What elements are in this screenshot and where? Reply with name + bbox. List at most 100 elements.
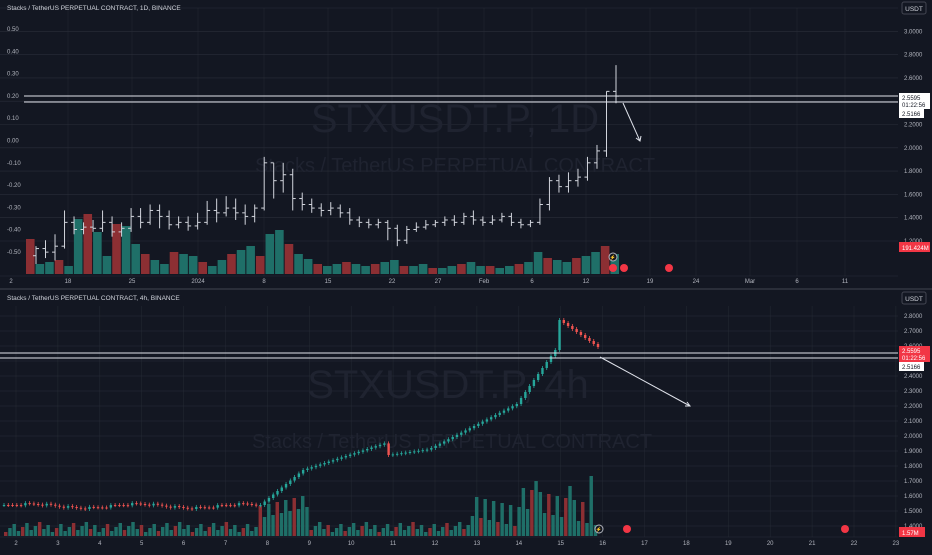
right-axis-tick: 2.0000: [904, 434, 923, 440]
bottom-price-label: 2.5595: [902, 349, 921, 355]
volume-bar: [479, 518, 483, 536]
volume-bar: [29, 530, 33, 536]
earnings-icon[interactable]: [620, 264, 628, 272]
earnings-icon[interactable]: [841, 525, 849, 533]
candle-body: [182, 506, 185, 508]
time-axis-label: 12: [432, 541, 439, 547]
volume-bar: [233, 525, 237, 536]
candle-body: [24, 503, 27, 506]
candle-body: [301, 470, 305, 474]
volume-bar: [309, 530, 313, 536]
time-axis-label: 8: [262, 279, 266, 285]
bottom-price-badge: [899, 346, 930, 362]
bottom-currency-label: USDT: [905, 296, 923, 303]
volume-bar: [118, 523, 122, 536]
time-axis-label: 14: [515, 541, 522, 547]
earnings-icon[interactable]: [609, 264, 617, 272]
top-price-label: 2.5595: [902, 96, 921, 102]
bottom-event-icons[interactable]: ⚡: [594, 524, 849, 534]
volume-bar: [45, 262, 54, 274]
candle-body: [92, 506, 95, 508]
bottom-projection-arrow[interactable]: [599, 356, 691, 407]
volume-bar: [476, 266, 485, 274]
volume-bar: [275, 230, 284, 274]
top-currency-button[interactable]: [901, 1, 927, 15]
time-axis-label: Mar: [745, 279, 755, 285]
top-watermark: STXUSDT.P, 1D: [311, 97, 599, 141]
time-axis-label: 4: [98, 541, 102, 547]
volume-bar: [419, 525, 424, 536]
volume-bar: [220, 526, 224, 536]
left-axis-tick: -0.40: [7, 228, 21, 234]
volume-bar: [407, 526, 411, 536]
volume-bar: [102, 256, 112, 274]
volume-bar: [402, 530, 407, 536]
right-axis-tick: 1.6000: [904, 192, 923, 198]
volume-bar: [255, 256, 265, 274]
volume-bar: [415, 529, 419, 536]
top-volume-badge: [899, 242, 930, 252]
earnings-icon[interactable]: [623, 525, 631, 533]
bottom-chart-pane[interactable]: STXUSDT.P, 4h Stacks / TetherUS PERPETUA…: [0, 291, 930, 547]
time-axis-label: 10: [348, 541, 355, 547]
volume-bar: [279, 513, 284, 536]
time-axis-label: 6: [182, 541, 186, 547]
top-projection-arrow[interactable]: [622, 102, 641, 142]
top-event-icons[interactable]: ⚡: [608, 252, 673, 272]
volume-bar: [33, 526, 38, 536]
candle-body: [186, 507, 189, 509]
volume-bar: [88, 529, 93, 536]
candle-body: [541, 368, 544, 374]
top-volume-label: 191.424M: [902, 246, 929, 252]
top-left-axis: 0.50 0.40 0.30 0.20 0.10 0.00 -0.10 -0.20 -0.30 -…: [7, 27, 21, 256]
volume-bar: [227, 254, 236, 274]
bottom-countdown: 01:22:56: [902, 356, 926, 362]
right-axis-tick: 1.9000: [904, 449, 923, 455]
candle-body: [45, 503, 48, 506]
bottom-currency-button[interactable]: [901, 291, 927, 305]
top-volume-bars: [26, 214, 619, 274]
volume-bar: [63, 531, 67, 536]
bolt-icon[interactable]: [608, 252, 618, 262]
volume-bar: [466, 262, 476, 274]
candle-body: [579, 332, 583, 335]
right-axis-tick: 2.4000: [904, 374, 923, 380]
candle-body: [71, 506, 74, 508]
right-axis-tick: 3.0000: [904, 29, 923, 35]
bottom-time-axis[interactable]: 2 3 4 5 6 7 8 9 10 11 12 13 14 15 16 17 18 19 20 21 22 23: [0, 536, 900, 547]
volume-bar: [114, 527, 118, 536]
candle-body: [366, 449, 369, 451]
earnings-icon[interactable]: [665, 264, 673, 272]
top-chart-pane[interactable]: STXUSDT.P, 1D Stacks / TetherUS PERPETUA…: [0, 1, 930, 285]
volume-bar: [564, 498, 568, 536]
candle-body: [267, 498, 271, 502]
candle-body: [233, 505, 236, 507]
candle-body: [507, 408, 510, 411]
volume-bar: [83, 214, 93, 274]
volume-bar: [530, 490, 534, 536]
candle-body: [395, 453, 399, 455]
time-axis-label: 3: [56, 541, 60, 547]
candle-body: [566, 323, 570, 326]
volume-bar: [436, 531, 441, 536]
volume-bar: [428, 268, 437, 274]
candle-body: [36, 504, 40, 506]
candle-body: [447, 439, 450, 442]
bolt-icon[interactable]: [594, 524, 604, 534]
candle-body: [139, 503, 142, 505]
volume-bar: [236, 250, 246, 274]
volume-bar: [288, 511, 292, 536]
bottom-watermark-sub: Stacks / TetherUS PERPETUAL CONTRACT: [252, 431, 652, 453]
candle-body: [592, 341, 595, 344]
volume-bar: [424, 532, 428, 536]
volume-bar: [474, 497, 479, 536]
volume-bar: [237, 532, 241, 536]
top-time-axis[interactable]: 18 25 2024 8 15 22 27 Feb 6 12 19 24 Mar 6 11: [0, 275, 898, 285]
time-axis-label: 9: [308, 541, 312, 547]
left-axis-tick: -0.30: [7, 205, 21, 211]
volume-bar: [411, 522, 415, 536]
volume-bar: [144, 532, 148, 536]
